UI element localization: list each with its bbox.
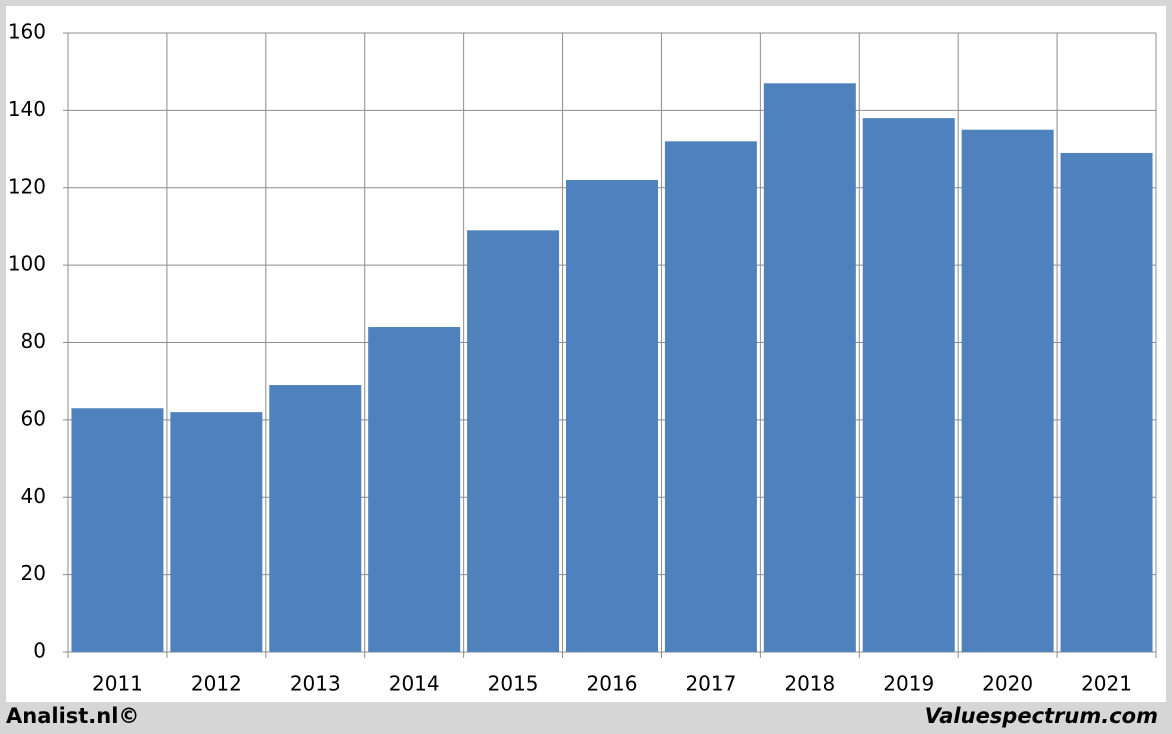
credit-right: Valuespectrum.com bbox=[925, 704, 1158, 728]
x-tick-label: 2013 bbox=[290, 672, 341, 696]
bar bbox=[961, 129, 1054, 652]
bar bbox=[763, 83, 856, 652]
bar bbox=[1060, 152, 1153, 652]
bar bbox=[269, 385, 362, 652]
y-tick-label: 20 bbox=[21, 561, 46, 585]
x-tick-label: 2017 bbox=[685, 672, 736, 696]
x-tick-label: 2016 bbox=[587, 672, 638, 696]
bar bbox=[566, 180, 658, 652]
y-tick-label: 80 bbox=[21, 329, 46, 353]
y-tick-label: 0 bbox=[33, 639, 46, 663]
y-tick-label: 60 bbox=[21, 406, 46, 430]
bar bbox=[170, 412, 263, 652]
y-tick-label: 100 bbox=[8, 252, 46, 276]
bar bbox=[664, 141, 757, 652]
y-tick-label: 140 bbox=[8, 97, 46, 121]
y-tick-label: 120 bbox=[8, 174, 46, 198]
x-tick-label: 2011 bbox=[92, 672, 143, 696]
bar bbox=[71, 408, 164, 652]
x-tick-label: 2015 bbox=[488, 672, 539, 696]
x-tick-label: 2021 bbox=[1081, 672, 1132, 696]
x-tick-label: 2019 bbox=[883, 672, 934, 696]
bar bbox=[368, 327, 461, 652]
x-tick-label: 2020 bbox=[982, 672, 1033, 696]
y-tick-label: 40 bbox=[21, 484, 46, 508]
bar bbox=[862, 118, 955, 653]
credit-left: Analist.nl© bbox=[6, 704, 139, 728]
x-tick-label: 2014 bbox=[389, 672, 440, 696]
x-tick-label: 2018 bbox=[784, 672, 835, 696]
y-tick-label: 160 bbox=[8, 20, 46, 44]
x-tick-label: 2012 bbox=[191, 672, 242, 696]
bar bbox=[467, 230, 560, 652]
